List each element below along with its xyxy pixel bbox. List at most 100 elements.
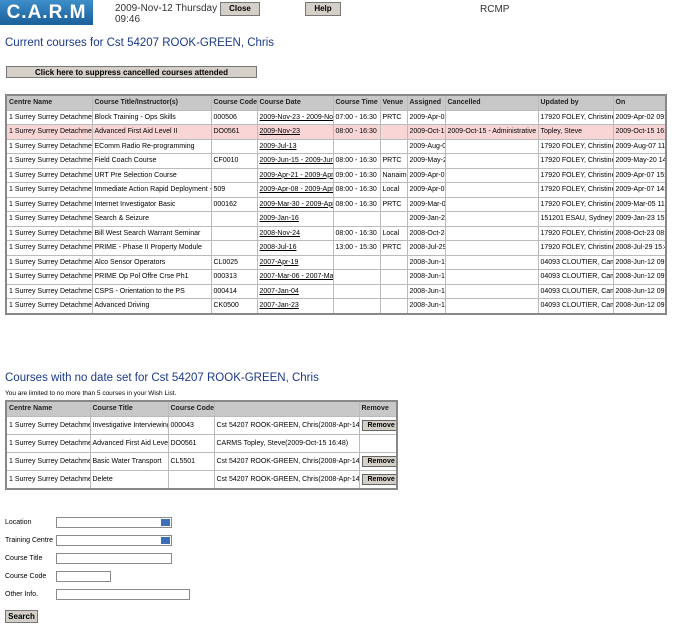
nodate-table: Centre Name Course Title Course Code Remove… [5, 400, 398, 490]
cell: 13:00 - 15:30 [332, 240, 381, 256]
cell: 000162 [210, 196, 258, 212]
date-link[interactable]: 2007-Jan-04 [259, 287, 299, 295]
date-link[interactable]: 2009-Jan-16 [259, 215, 299, 223]
cell: Local [379, 182, 408, 198]
text-input[interactable] [56, 553, 172, 564]
cell [210, 240, 258, 256]
cell: 2008-Nov-24 [256, 225, 334, 241]
date-link[interactable]: 2009-Mar-30 - 2009-Apr-03 [259, 200, 333, 208]
cell: 04093 CLOUTIER, Camille [537, 269, 614, 285]
date-link[interactable]: 2007-Mar-06 - 2007-Mar-11 [259, 273, 333, 281]
cell: PRTC [379, 109, 408, 125]
cell [167, 469, 215, 489]
cell: 2009-Aug-07 [406, 138, 446, 154]
date-link[interactable]: 2009-Nov-23 [259, 128, 300, 136]
cell: 2008-Jun-12 [406, 254, 446, 270]
cell [379, 138, 408, 154]
cell [444, 240, 539, 256]
cell: 17920 FOLEY, Christine [537, 196, 614, 212]
cell: 2009-Apr-07 14:01 [612, 182, 667, 198]
course-row: 1 Surrey Surrey Detachment Field Coach Co… [5, 153, 667, 169]
cell: 2008-Jun-12 09:18 [612, 298, 667, 314]
search-button[interactable]: Search [5, 610, 38, 623]
cell: 1 Surrey Surrey Detachment [5, 225, 93, 241]
date-link[interactable]: 2008-Jul-16 [259, 244, 297, 252]
cell: Cst 54207 ROOK-GREEN, Chris(2008-Apr-14 … [213, 415, 360, 435]
cell: Basic Water Transport [89, 451, 169, 471]
date-link[interactable]: 2009-Apr-21 - 2009-Apr-23 [259, 171, 333, 179]
course-row: 1 Surrey Surrey Detachment CSPS - Orienta… [5, 283, 667, 299]
course-row: 1 Surrey Surrey Detachment PRIME - Phase … [5, 240, 667, 256]
cell [332, 269, 381, 285]
text-input[interactable] [56, 571, 111, 582]
cell: 1 Surrey Surrey Detachment [5, 269, 93, 285]
date-link[interactable]: 2008-Nov-24 [259, 229, 300, 237]
date-link[interactable]: 2007-Jan-23 [259, 302, 299, 310]
cell [444, 254, 539, 270]
cell: CSPS - Orientation to the PS [91, 283, 212, 299]
field-label: Location [5, 519, 32, 526]
cell: 1 Surrey Surrey Detachment [5, 433, 91, 453]
cell: 151201 ESAU, Sydney [537, 211, 614, 227]
cell: 2009-Oct-15 16:29 [612, 124, 667, 140]
cell: Field Coach Course [91, 153, 212, 169]
cell: 2009-Apr-02 09:05 [612, 109, 667, 125]
course-row: 1 Surrey Surrey Detachment Alco Sensor Op… [5, 254, 667, 270]
date-link[interactable]: 2009-Apr-08 - 2009-Apr-09 [259, 186, 333, 194]
cell: Cst 54207 ROOK-GREEN, Chris(2008-Apr-14 … [213, 469, 360, 489]
remove-button[interactable]: Remove [361, 473, 396, 485]
cell: 2009-Nov-23 - 2009-Nov-27 [256, 109, 334, 125]
cell: PRTC [379, 153, 408, 169]
remove-button[interactable]: Remove [361, 419, 396, 431]
cell [444, 283, 539, 299]
cell: 2008-Oct-23 [406, 225, 446, 241]
cell: 000313 [210, 269, 258, 285]
cell: Block Training - Ops Skills [91, 109, 212, 125]
close-button[interactable]: Close [220, 2, 260, 16]
cell: Advanced Driving [91, 298, 212, 314]
cell [444, 225, 539, 241]
cell [210, 138, 258, 154]
cell [379, 298, 408, 314]
cell: Remove [358, 451, 398, 471]
column-header: Centre Name [5, 400, 91, 417]
remove-button[interactable]: Remove [361, 455, 396, 467]
dropdown[interactable] [56, 517, 172, 528]
cell: Internet Investigator Basic [91, 196, 212, 212]
field-label: Course Title [5, 555, 43, 562]
cell: 1 Surrey Surrey Detachment [5, 283, 93, 299]
cell: 1 Surrey Surrey Detachment [5, 211, 93, 227]
cell: Immediate Action Rapid Deployment - User [91, 182, 212, 198]
date-link[interactable]: 2007-Apr-19 [259, 258, 299, 266]
column-header: Course Date [256, 94, 334, 111]
logo: C.A.R.M [0, 0, 93, 25]
column-header: Course Code [167, 400, 215, 417]
cell: 2009-Apr-21 - 2009-Apr-23 [256, 167, 334, 183]
cell: 2009-Jul-13 [256, 138, 334, 154]
dropdown[interactable] [56, 535, 172, 546]
date-link[interactable]: 2009-Jun-15 - 2009-Jun-17 [259, 157, 333, 165]
cell: 1 Surrey Surrey Detachment [5, 153, 93, 169]
cell: 2009-Oct-15 - Administrative Error [444, 124, 539, 140]
cell: Delete [89, 469, 169, 489]
text-input[interactable] [56, 589, 190, 600]
date-link[interactable]: 2009-Jul-13 [259, 142, 297, 150]
date-link[interactable]: 2009-Nov-23 - 2009-Nov-27 [259, 113, 333, 121]
cell: 2007-Apr-19 [256, 254, 334, 270]
cell: 07:00 - 16:30 [332, 109, 381, 125]
help-button[interactable]: Help [305, 2, 341, 16]
cell [332, 138, 381, 154]
cell: 08:00 - 16:30 [332, 182, 381, 198]
suppress-button[interactable]: Click here to suppress cancelled courses… [6, 66, 257, 78]
cell: Investigative Interviewing [89, 415, 169, 435]
cell: 2009-Apr-07 [406, 167, 446, 183]
column-header: Centre Name [5, 94, 93, 111]
cell: 2009-Aug-07 11:09 [612, 138, 667, 154]
course-row: 1 Surrey Surrey Detachment Advanced Drivi… [5, 298, 667, 314]
cell: 2009-May-20 14:38 [612, 153, 667, 169]
cell: 1 Surrey Surrey Detachment [5, 298, 93, 314]
cell: 2009-Apr-07 [406, 182, 446, 198]
date: 2009-Nov-12 Thursday [115, 3, 218, 14]
cell [379, 269, 408, 285]
course-row: 1 Surrey Surrey Detachment EComm Radio Re… [5, 138, 667, 154]
